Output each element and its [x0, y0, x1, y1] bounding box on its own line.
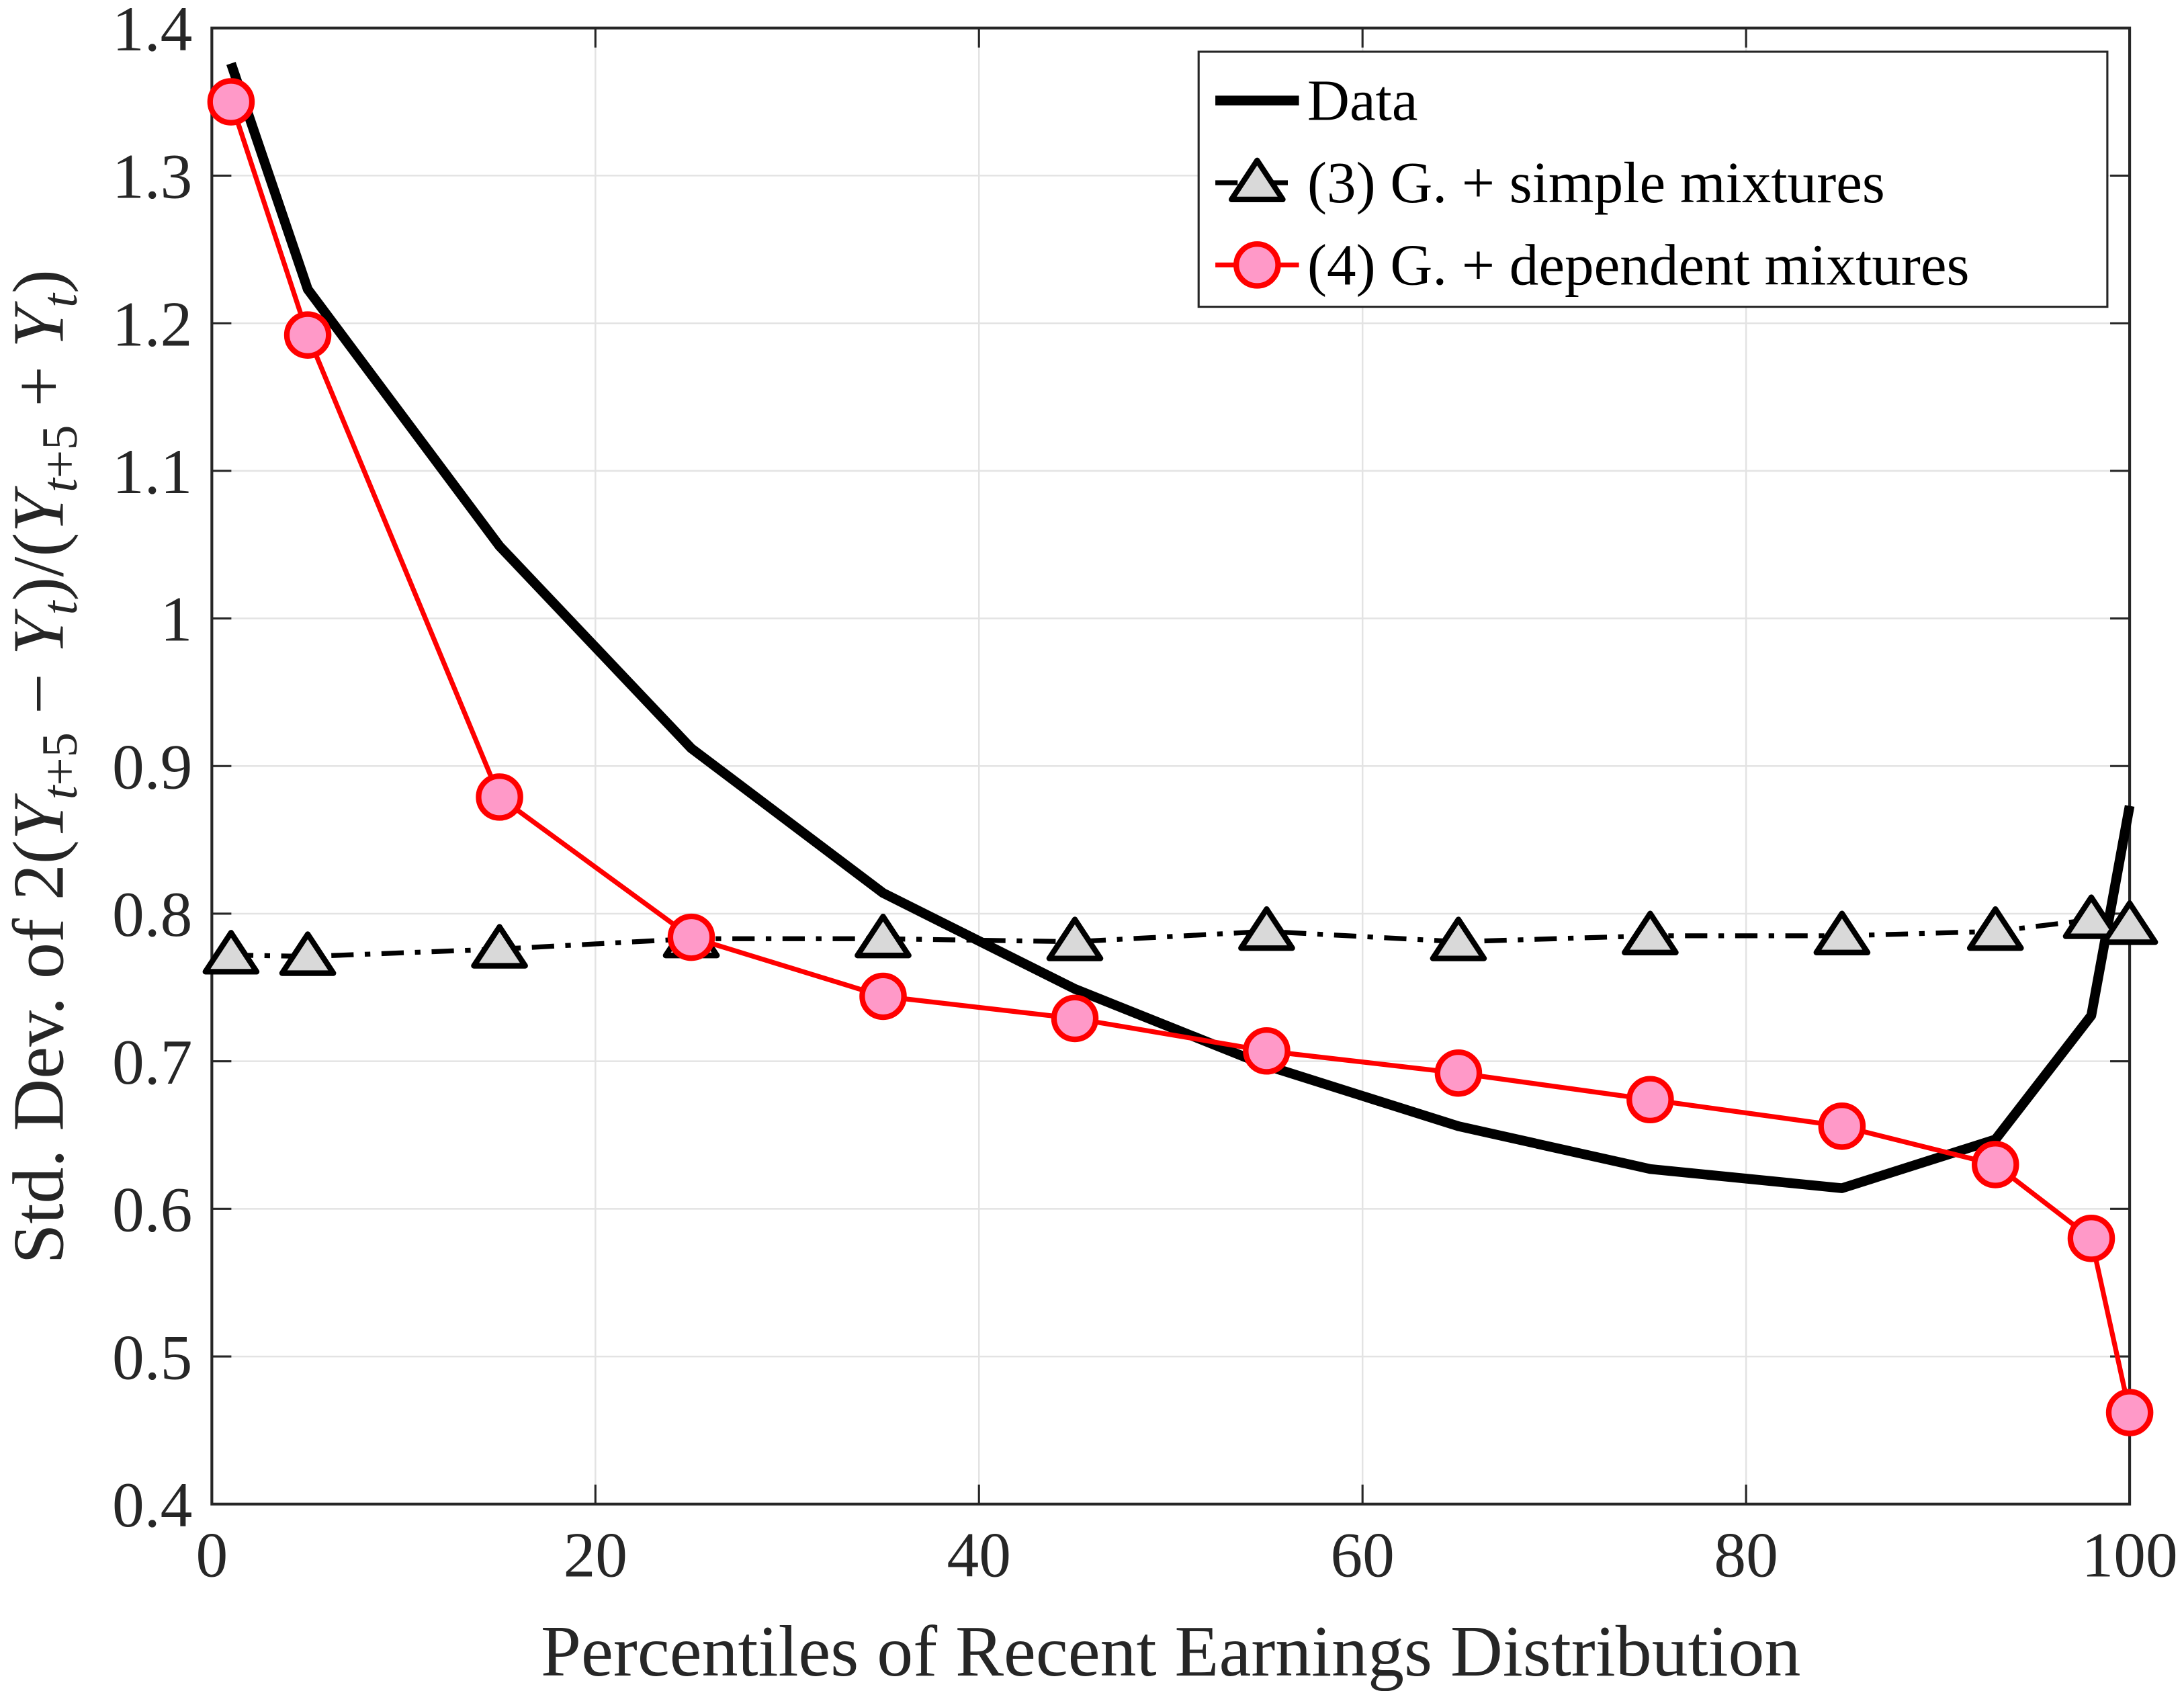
- data-point-circle: [859, 972, 907, 1021]
- series: [202, 62, 2158, 1436]
- y-axis-label: Std. Dev. of 2(Yt+5 − Yt)/(Yt+5 + Yt): [0, 269, 88, 1264]
- x-tick-label: 100: [2082, 1520, 2178, 1591]
- data-point-triangle: [1430, 916, 1487, 961]
- series-3: [207, 78, 2154, 1436]
- grid: [211, 27, 2131, 1506]
- data-point-triangle: [1622, 910, 1679, 955]
- data-point-circle: [1818, 1102, 1866, 1150]
- data-point-circle: [1051, 994, 1099, 1043]
- y-axis-label-part: t: [32, 292, 88, 308]
- y-tick-label: 1.4: [112, 0, 192, 64]
- data-point-circle: [1626, 1076, 1674, 1124]
- data-point-circle: [2067, 1215, 2115, 1262]
- data-point-triangle: [1046, 916, 1104, 961]
- x-tick-label: 40: [947, 1520, 1011, 1591]
- y-tick-label: 1.3: [112, 141, 192, 212]
- data-point-triangle: [202, 930, 260, 975]
- series-2: [202, 894, 2158, 976]
- x-axis-label: Percentiles of Recent Earnings Distribut…: [541, 1612, 1800, 1691]
- data-point-triangle: [1966, 906, 2024, 951]
- legend-marker-circle: [1233, 241, 1281, 289]
- y-axis-label-part: Y: [0, 608, 79, 655]
- legend-marker-triangle: [1229, 157, 1286, 203]
- y-axis-label-part: +5: [32, 732, 88, 785]
- y-axis-label-part: Std. Dev. of 2(: [0, 840, 79, 1264]
- y-tick-label: 1: [161, 584, 193, 655]
- legend-label: (3) G. + simple mixtures: [1307, 150, 1885, 215]
- data-point-circle: [667, 913, 715, 961]
- y-axis-label-part: t: [32, 784, 88, 799]
- data-point-triangle: [471, 924, 528, 969]
- y-axis-label-part: Y: [0, 486, 79, 533]
- data-point-triangle: [2062, 894, 2120, 939]
- y-tick-label: 0.8: [112, 879, 192, 950]
- data-point-triangle: [279, 931, 337, 976]
- y-axis-label-part: Y: [0, 793, 79, 840]
- y-axis-label-part: +5: [32, 425, 88, 478]
- y-tick-label: 0.9: [112, 731, 192, 802]
- y-tick-label: 0.4: [112, 1469, 192, 1541]
- legend-label: (4) G. + dependent mixtures: [1307, 232, 1969, 297]
- y-axis-label-part: t: [32, 477, 88, 492]
- data-point-triangle: [1813, 910, 1871, 955]
- legend-label: Data: [1307, 68, 1417, 133]
- x-tick-label: 0: [195, 1520, 228, 1591]
- y-axis-label-part: −: [0, 655, 79, 732]
- y-axis-label-part: Y: [0, 301, 79, 348]
- x-tick-label: 80: [1714, 1520, 1778, 1591]
- y-axis-label-part: )/(: [0, 533, 79, 601]
- data-point-circle: [1971, 1141, 2019, 1188]
- data-point-triangle: [855, 913, 912, 959]
- y-tick-label: 0.5: [112, 1321, 192, 1393]
- data-point-circle: [1434, 1049, 1483, 1097]
- y-tick-label: 1.2: [112, 288, 192, 359]
- data-point-triangle: [1238, 906, 1295, 951]
- legend-box: [1197, 50, 2109, 308]
- y-tick-label: 0.6: [112, 1174, 192, 1246]
- y-tick-label: 0.7: [112, 1027, 192, 1098]
- data-point-circle: [1243, 1027, 1291, 1075]
- data-point-circle: [207, 78, 255, 126]
- x-tick-label: 60: [1330, 1520, 1394, 1591]
- ticks: 0 20 40 60 80 100 0.4 0.5 0.6 0.7 0.8 0.9 1 1.1 1.2 1.3…: [112, 0, 2178, 1591]
- x-tick-label: 20: [564, 1520, 627, 1591]
- data-point-triangle: [2101, 900, 2158, 945]
- data-point-circle: [283, 311, 332, 359]
- data-point-circle: [476, 773, 523, 821]
- y-tick-label: 1.1: [112, 436, 192, 507]
- y-axis-label-part: +: [0, 348, 79, 425]
- data-point-circle: [2105, 1389, 2154, 1436]
- y-axis-label-part: t: [32, 599, 88, 615]
- legend: Data (3) G. + simple mixtures (4) G. + dep…: [1197, 50, 2109, 308]
- y-axis-label-part: ): [0, 269, 79, 294]
